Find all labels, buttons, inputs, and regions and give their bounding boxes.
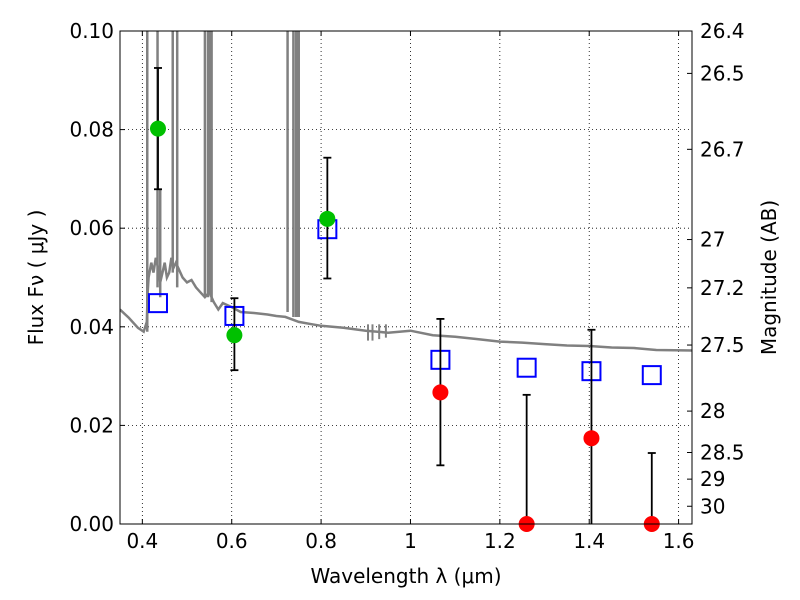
y2-tick-label: 30	[700, 494, 725, 518]
observed-detection-point	[319, 210, 336, 227]
observed-low-sn-point	[583, 430, 600, 447]
y2-tick-label: 27.2	[700, 276, 745, 300]
x-axis-title: Wavelength λ (μm)	[310, 564, 501, 588]
observed-detection-point	[149, 120, 166, 137]
y2-tick-label: 27.5	[700, 333, 745, 357]
model-spectrum-line	[120, 257, 692, 352]
y2-tick-label: 26.5	[700, 61, 745, 85]
x-tick-label: 1.6	[663, 529, 695, 553]
model-photometry-square	[147, 293, 168, 314]
x-tick-label: 0.6	[216, 529, 248, 553]
x-tick-label: 1.4	[573, 529, 605, 553]
observed-detection-point	[226, 327, 243, 344]
y-tick-label: 0.04	[69, 315, 114, 339]
y-tick-label: 0.00	[69, 512, 114, 536]
x-tick-label: 0.8	[305, 529, 337, 553]
y-tick-label: 0.06	[69, 216, 114, 240]
y-tick-label: 0.08	[69, 118, 114, 142]
plot-area	[120, 31, 692, 532]
y2-tick-label: 28	[700, 399, 725, 423]
x-tick-label: 1.2	[484, 529, 516, 553]
y2-axis-title: Magnitude (AB)	[757, 200, 781, 355]
y-tick-label: 0.02	[69, 413, 114, 437]
y-tick-label: 0.10	[69, 19, 114, 43]
axes-frame	[119, 30, 693, 525]
y-axis-title: Flux Fν ( μJy )	[24, 210, 48, 346]
y2-tick-label: 28.5	[700, 441, 745, 465]
observed-low-sn-point	[432, 384, 449, 401]
axis-ticks: 0.4 0.6 0.8 1 1.2 1.4 1.6 0.00 0.02 0.04 0.06 0.08 0…	[69, 19, 744, 553]
y2-tick-label: 26.4	[700, 19, 745, 43]
model-photometry-square	[516, 357, 537, 378]
y2-tick-label: 26.7	[700, 137, 745, 161]
model-spectrum	[120, 31, 692, 352]
y2-tick-label: 27	[700, 228, 725, 252]
x-tick-label: 0.4	[126, 529, 158, 553]
x-tick-label: 1	[404, 529, 417, 553]
y2-tick-label: 29	[700, 467, 725, 491]
model-photometry-square	[641, 365, 662, 386]
